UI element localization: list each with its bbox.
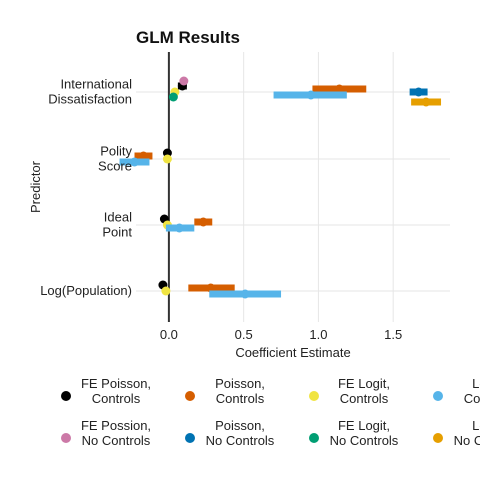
estimate-point	[421, 97, 431, 107]
legend-key	[433, 433, 443, 443]
chart-title: GLM Results	[136, 28, 240, 47]
y-tick-label: Polity	[100, 144, 132, 159]
legend-label: FE Logit,	[338, 376, 390, 391]
estimate-point	[414, 87, 424, 97]
y-tick-label: Point	[102, 225, 132, 240]
y-tick-label: Ideal	[104, 210, 132, 225]
legend-key	[309, 433, 319, 443]
x-tick-labels: 0.0 0.5 1.0 1.5	[160, 327, 402, 342]
legend-item: FE Logit,Controls	[309, 376, 390, 406]
x-axis-label: Coefficient Estimate	[235, 345, 350, 360]
legend-key	[61, 391, 71, 401]
y-tick-label: Score	[98, 159, 132, 174]
legend-label: Poisson,	[215, 376, 265, 391]
x-tick-label: 1.5	[384, 327, 402, 342]
x-tick-label: 0.0	[160, 327, 178, 342]
estimate-point	[138, 151, 148, 161]
estimate-point	[206, 283, 216, 293]
legend-label: FE Logit,	[338, 418, 390, 433]
legend-label: Logit,	[472, 376, 480, 391]
legend-key	[61, 433, 71, 443]
y-tick-label: Dissatisfaction	[48, 92, 132, 107]
x-tick-label: 0.5	[235, 327, 253, 342]
legend-item: Logit,Controls	[433, 376, 480, 406]
legend-label: Controls	[340, 391, 389, 406]
x-tick-label: 1.0	[309, 327, 327, 342]
y-axis-label: Predictor	[28, 160, 43, 213]
estimate-point	[334, 84, 344, 94]
legend-item: Poisson,Controls	[185, 376, 265, 406]
legend-key	[185, 433, 195, 443]
y-tick-label: International	[60, 77, 132, 92]
estimate-point	[240, 289, 250, 299]
legend-label: No Controls	[330, 433, 399, 448]
legend-label: Poisson,	[215, 418, 265, 433]
legend-label: No Controls	[454, 433, 480, 448]
legend-key	[309, 391, 319, 401]
estimate-point	[130, 157, 140, 167]
marks-layer	[119, 76, 442, 299]
legend-label: Logit,	[472, 418, 480, 433]
legend-item: Poisson,No Controls	[185, 418, 275, 448]
legend-label: Controls	[216, 391, 265, 406]
estimate-point	[161, 286, 171, 296]
estimate-point	[179, 76, 189, 86]
estimate-point	[162, 154, 172, 164]
legend-item: FE Poisson,Controls	[61, 376, 151, 406]
legend-item: Logit,No Controls	[433, 418, 480, 448]
estimate-point	[174, 223, 184, 233]
estimate-point	[198, 217, 208, 227]
legend-label: No Controls	[82, 433, 151, 448]
legend-label: Controls	[92, 391, 141, 406]
y-tick-label: Log(Population)	[40, 283, 132, 298]
legend-key	[185, 391, 195, 401]
legend-key	[433, 391, 443, 401]
legend-label: No Controls	[206, 433, 275, 448]
legend-item: FE Logit,No Controls	[309, 418, 399, 448]
legend-item: FE Possion,No Controls	[61, 418, 151, 448]
estimate-point	[306, 90, 316, 100]
legend-label: FE Poisson,	[81, 376, 151, 391]
estimate-point	[168, 92, 178, 102]
legend-label: Controls	[464, 391, 480, 406]
legend-label: FE Possion,	[81, 418, 151, 433]
